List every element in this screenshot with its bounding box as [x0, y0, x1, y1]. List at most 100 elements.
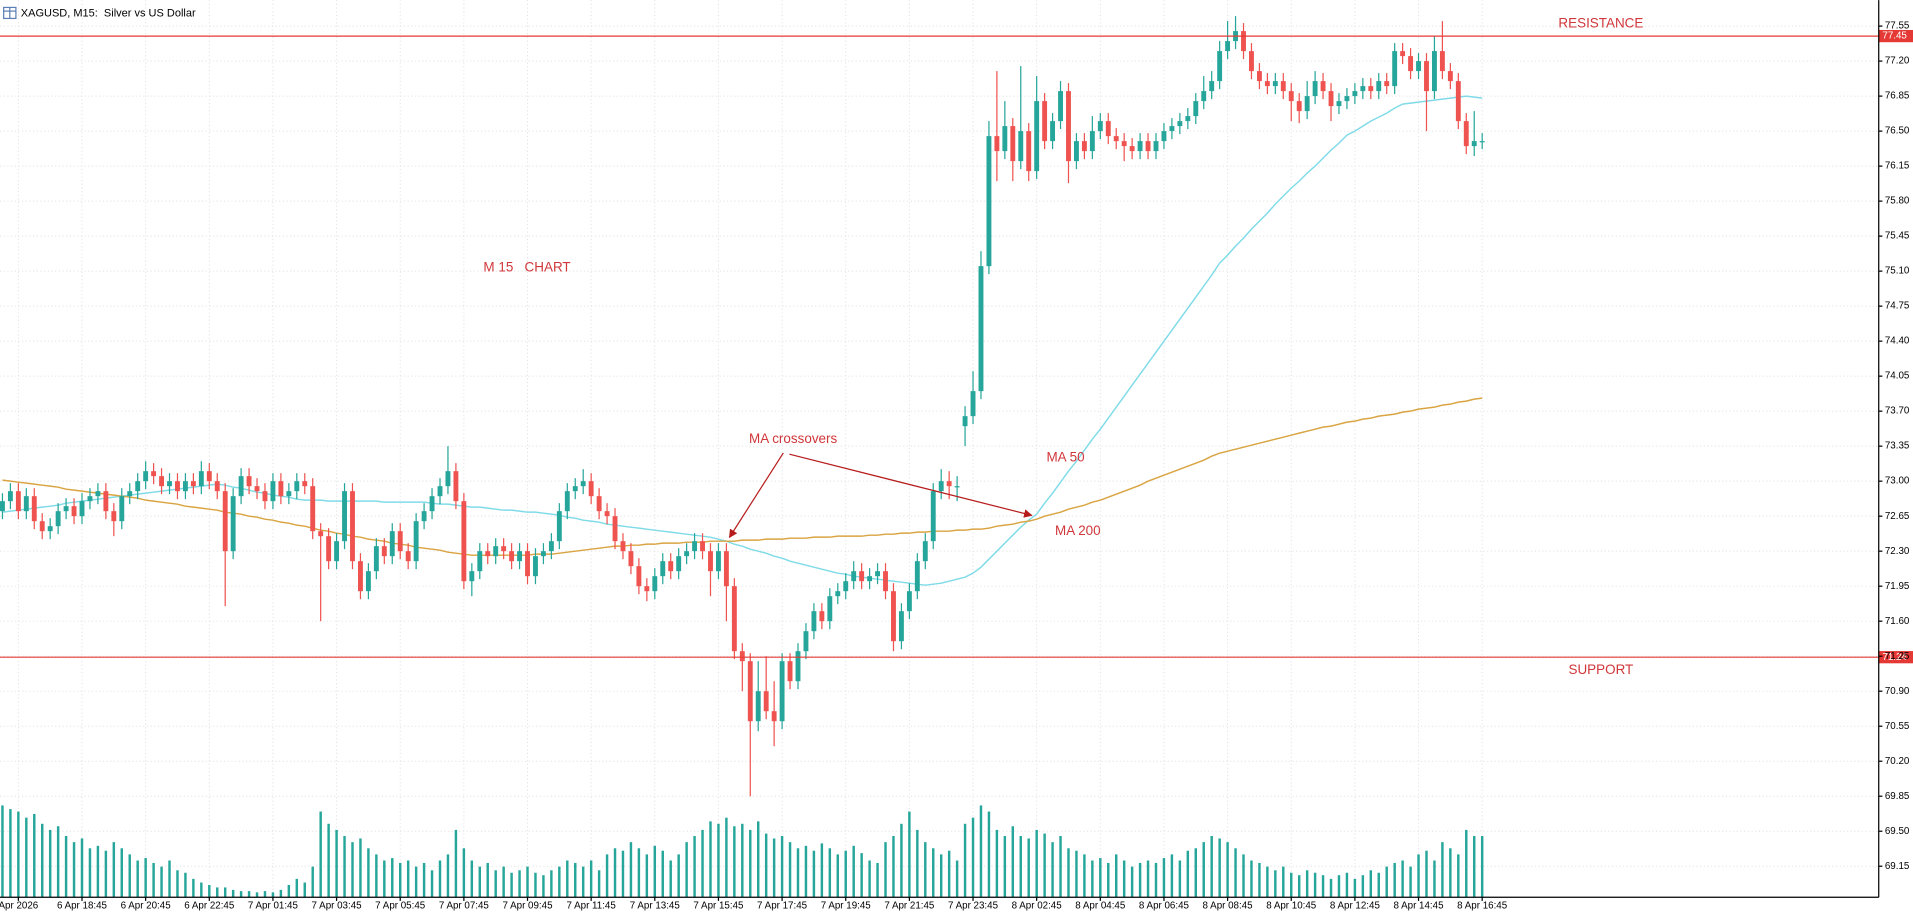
- candle-body: [461, 501, 467, 582]
- volume-bar: [1099, 858, 1102, 898]
- volume-bar: [772, 838, 776, 898]
- y-tick-label: 77.55: [1885, 21, 1910, 32]
- candle-body: [1034, 101, 1040, 172]
- volume-bar: [1465, 829, 1468, 898]
- candle-body: [1479, 141, 1485, 143]
- y-tick-label: 70.20: [1885, 756, 1910, 767]
- candle-body: [1471, 141, 1477, 147]
- volume-bar: [995, 829, 999, 898]
- volume-bar: [168, 860, 171, 898]
- volume-bar: [1218, 838, 1221, 898]
- candle-body: [1408, 56, 1414, 72]
- y-tick-label: 73.00: [1885, 476, 1910, 487]
- series-label: MA 50: [1046, 449, 1084, 464]
- candle-body: [357, 561, 363, 592]
- volume-bar: [478, 866, 482, 898]
- candle-body: [286, 491, 292, 497]
- volume-bar: [216, 887, 219, 898]
- x-tick-label: 8 Apr 06:45: [1139, 900, 1190, 911]
- volume-bar: [33, 813, 36, 898]
- candle-body: [326, 536, 332, 562]
- candle-body: [485, 551, 491, 557]
- volume-bar: [1369, 870, 1373, 898]
- y-tick-label: 69.85: [1885, 791, 1910, 802]
- candle-body: [540, 551, 546, 557]
- candle-body: [55, 511, 61, 527]
- candle-body: [517, 551, 523, 562]
- candle-body: [580, 481, 586, 487]
- volume-bar: [1170, 854, 1174, 898]
- volume-bar: [844, 850, 847, 898]
- candle-body: [190, 481, 196, 487]
- level-price-box: [1878, 29, 1913, 43]
- volume-bar: [756, 821, 760, 898]
- volume-bar: [367, 848, 370, 898]
- volume-bar: [963, 823, 967, 898]
- candle-body: [254, 486, 260, 492]
- y-tick-label: 72.30: [1885, 546, 1910, 557]
- candle-body: [644, 586, 650, 592]
- volume-bar: [1210, 836, 1213, 898]
- volume-bar: [1043, 833, 1046, 898]
- x-tick-label: 6 Apr 22:45: [184, 900, 235, 911]
- volume-bar: [351, 842, 354, 898]
- volume-bar: [9, 809, 12, 898]
- candle-body: [1368, 86, 1374, 92]
- volume-bar: [1011, 826, 1015, 898]
- volume-bar: [208, 884, 211, 898]
- volume-bar: [1313, 872, 1317, 898]
- volume-bar: [1091, 860, 1094, 898]
- candle-body: [1058, 91, 1063, 122]
- candle-body: [715, 551, 721, 572]
- candle-body: [437, 486, 443, 497]
- candle-body: [1241, 31, 1246, 52]
- y-tick-label: 75.80: [1885, 196, 1910, 207]
- candle-body: [79, 501, 85, 517]
- candle-body: [946, 481, 952, 487]
- x-tick-label: 6 Apr 18:45: [57, 900, 108, 911]
- candle-body: [1352, 91, 1358, 97]
- volume-bar: [287, 884, 291, 898]
- x-tick-label: 8 Apr 10:45: [1266, 900, 1317, 911]
- annotation-arrow: [728, 452, 784, 539]
- volume-bar: [104, 850, 108, 898]
- x-tick-label: 7 Apr 03:45: [312, 900, 363, 911]
- volume-bar: [701, 829, 704, 898]
- volume-bar: [589, 860, 593, 898]
- candle-body: [533, 556, 538, 577]
- volume-bar: [160, 866, 163, 898]
- volume-bar: [279, 889, 283, 898]
- candle-body: [143, 471, 149, 482]
- candle-body: [31, 496, 37, 522]
- volume-bar: [263, 891, 267, 898]
- volume-bar: [581, 866, 585, 898]
- volume-bar: [1472, 836, 1476, 898]
- candle-body: [556, 511, 562, 542]
- candle-body: [1455, 81, 1461, 122]
- candle-body: [318, 531, 324, 537]
- volume-bar: [454, 829, 458, 898]
- candle-body: [827, 596, 833, 622]
- y-tick-label: 76.15: [1885, 161, 1910, 172]
- x-tick-label: 7 Apr 07:45: [439, 900, 490, 911]
- volume-bar: [1146, 860, 1150, 898]
- volume-bar: [239, 891, 243, 898]
- candle-body: [1447, 71, 1453, 82]
- volume-bar: [510, 872, 513, 898]
- y-tick-label: 76.50: [1885, 126, 1910, 137]
- volume-bar: [709, 821, 712, 898]
- volume-bar: [406, 860, 410, 898]
- candle-body: [1018, 131, 1024, 162]
- candle-body: [1264, 81, 1270, 87]
- volume-bar: [25, 817, 28, 898]
- volume-bar: [1250, 860, 1253, 898]
- candle-body: [429, 496, 435, 512]
- candle-body: [803, 631, 809, 652]
- volume-bar: [255, 892, 259, 898]
- volume-bar: [1345, 872, 1349, 898]
- candle-body: [548, 541, 554, 552]
- y-tick-label: 72.65: [1885, 511, 1910, 522]
- candle-body: [230, 496, 236, 552]
- candle-body: [95, 491, 101, 497]
- volume-bar: [1393, 862, 1396, 898]
